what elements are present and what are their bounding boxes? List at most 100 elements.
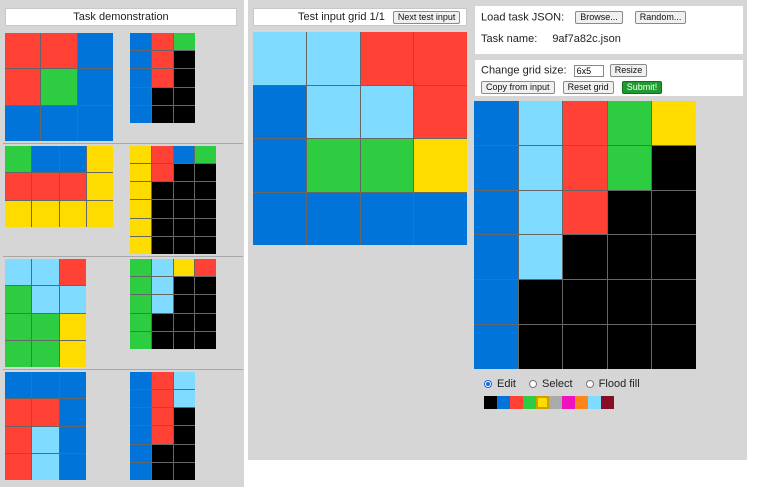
grid-controls-box: Change grid size: Resize Copy from input… [475, 60, 743, 96]
output-cell[interactable] [474, 280, 518, 325]
demo-output-cell [151, 408, 173, 426]
test-title: Test input grid 1/1 [298, 11, 385, 23]
output-cell[interactable] [518, 325, 563, 369]
palette-swatch[interactable] [588, 396, 601, 409]
demo-output-cell [173, 69, 195, 87]
next-test-input-button[interactable]: Next test input [392, 10, 461, 24]
copy-from-input-button[interactable]: Copy from input [481, 81, 555, 94]
demo-pair-separator [3, 369, 243, 370]
test-input-cell [253, 139, 306, 192]
demo-input-cell [59, 200, 86, 227]
demo-output-cell [173, 372, 195, 390]
output-cell[interactable] [607, 101, 652, 145]
demo-input-cell [5, 105, 41, 141]
demo-output-grid [130, 259, 216, 349]
demo-output-cell [173, 105, 195, 123]
output-cell[interactable] [607, 235, 652, 280]
reset-grid-button[interactable]: Reset grid [562, 81, 614, 94]
demo-output-cell [195, 218, 216, 236]
output-cell[interactable] [563, 190, 607, 235]
demo-output-cell [173, 408, 195, 426]
demo-output-cell [151, 295, 173, 313]
flood-fill-mode-label: Flood fill [598, 378, 640, 391]
palette-swatch[interactable] [601, 396, 614, 409]
demo-output-cell [195, 277, 216, 295]
output-cell[interactable] [518, 145, 563, 190]
demo-output-cell [130, 408, 151, 426]
output-cell[interactable] [474, 325, 518, 369]
palette-swatch[interactable] [523, 396, 536, 409]
demo-input-cell [32, 146, 59, 173]
test-input-cell [414, 139, 467, 192]
output-cell[interactable] [518, 280, 563, 325]
demo-output-cell [195, 313, 216, 331]
output-cell[interactable] [563, 280, 607, 325]
demo-input-cell [5, 399, 32, 426]
output-cell[interactable] [652, 235, 696, 280]
demo-output-cell [151, 331, 173, 349]
output-cell[interactable] [563, 235, 607, 280]
random-button[interactable]: Random... [634, 11, 687, 24]
demo-output-cell [195, 236, 216, 254]
demo-output-cell [173, 182, 195, 200]
demo-panel: Task demonstration [0, 0, 244, 487]
demo-output-cell [130, 426, 151, 444]
demo-output-cell [130, 105, 151, 123]
demo-output-cell [173, 295, 195, 313]
demo-input-cell [5, 173, 32, 200]
demo-output-cell [130, 146, 151, 164]
grid-size-input[interactable] [573, 64, 604, 77]
output-cell[interactable] [607, 325, 652, 369]
browse-button[interactable]: Browse... [575, 11, 623, 24]
output-cell[interactable] [474, 235, 518, 280]
output-cell[interactable] [474, 190, 518, 235]
demo-input-cell [32, 453, 59, 480]
test-input-cell [306, 192, 360, 245]
output-cell[interactable] [652, 280, 696, 325]
output-cell[interactable] [474, 101, 518, 145]
palette-swatch[interactable] [510, 396, 523, 409]
output-cell[interactable] [652, 101, 696, 145]
edit-mode-radio[interactable] [484, 380, 492, 389]
output-cell[interactable] [607, 145, 652, 190]
output-cell[interactable] [607, 190, 652, 235]
demo-input-cell [59, 399, 86, 426]
output-cell[interactable] [607, 280, 652, 325]
output-cell[interactable] [652, 325, 696, 369]
submit-button[interactable]: Submit! [621, 81, 663, 94]
output-grid[interactable] [474, 101, 696, 369]
demo-output-cell [173, 33, 195, 51]
resize-button[interactable]: Resize [609, 64, 648, 77]
palette-swatch[interactable] [536, 396, 549, 409]
palette-swatch[interactable] [549, 396, 562, 409]
demo-input-cell [32, 173, 59, 200]
demo-input-cell [32, 259, 59, 286]
output-cell[interactable] [474, 145, 518, 190]
demo-output-cell [195, 146, 216, 164]
output-cell[interactable] [652, 145, 696, 190]
palette-swatch[interactable] [484, 396, 497, 409]
output-cell[interactable] [563, 325, 607, 369]
demo-input-cell [32, 426, 59, 453]
demo-output-cell [130, 295, 151, 313]
palette-swatch[interactable] [562, 396, 575, 409]
demo-output-cell [173, 146, 195, 164]
demo-output-cell [130, 69, 151, 87]
output-cell[interactable] [518, 101, 563, 145]
demo-output-cell [130, 51, 151, 69]
select-mode-radio[interactable] [529, 380, 538, 389]
demo-output-cell [151, 105, 173, 123]
demo-input-cell [32, 372, 59, 399]
test-title-bar: Test input grid 1/1 Next test input [253, 8, 467, 26]
demo-output-cell [173, 87, 195, 105]
palette-swatch[interactable] [575, 396, 588, 409]
output-cell[interactable] [518, 235, 563, 280]
demo-input-cell [5, 200, 32, 227]
demo-title: Task demonstration [5, 8, 237, 26]
palette-swatch[interactable] [497, 396, 510, 409]
flood-fill-mode-radio[interactable] [585, 380, 594, 389]
output-cell[interactable] [652, 190, 696, 235]
output-cell[interactable] [563, 101, 607, 145]
output-cell[interactable] [518, 190, 563, 235]
output-cell[interactable] [563, 145, 607, 190]
